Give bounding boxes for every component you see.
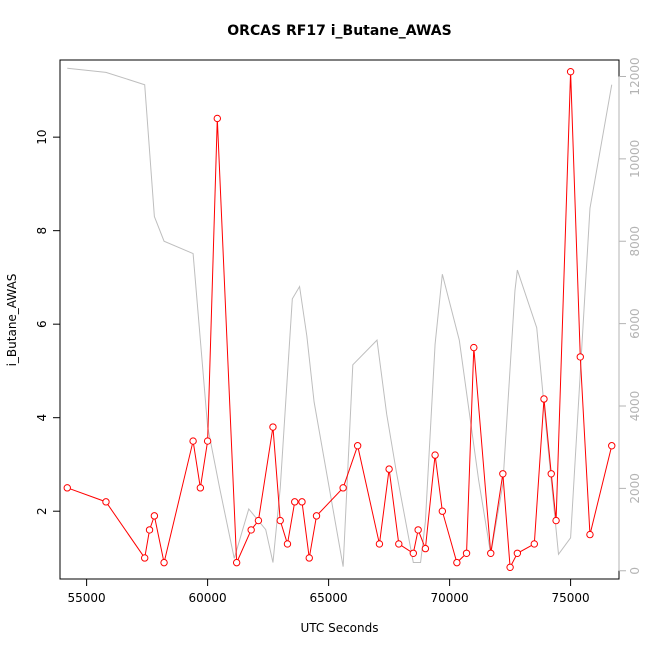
data-point	[312, 512, 321, 520]
y-axis-label: i_Butane_AWAS	[5, 274, 19, 367]
data-point	[254, 516, 263, 525]
data-point	[530, 540, 539, 548]
right-axis-series-line	[67, 67, 613, 567]
right-tick-label: 10000	[628, 140, 642, 178]
data-point	[421, 544, 430, 553]
y-tick-label: 2	[35, 507, 49, 515]
x-tick-label: 70000	[431, 591, 469, 605]
data-point	[547, 470, 555, 478]
data-point	[283, 540, 292, 548]
y-tick-label: 6	[35, 320, 49, 328]
data-point	[189, 437, 197, 445]
data-point	[608, 442, 616, 450]
right-tick-label: 0	[628, 567, 642, 575]
data-point	[431, 451, 439, 459]
right-tick-label: 8000	[628, 226, 642, 257]
data-point	[414, 526, 422, 534]
y-tick-label: 4	[35, 414, 49, 422]
x-axis-label: UTC Seconds	[300, 621, 378, 635]
data-point	[375, 540, 384, 548]
data-point	[576, 353, 584, 361]
right-tick-label: 6000	[628, 308, 642, 339]
data-point	[160, 558, 168, 567]
data-point	[305, 554, 313, 562]
data-point	[150, 512, 159, 520]
data-point	[276, 516, 284, 525]
data-point	[506, 563, 514, 572]
data-point	[470, 343, 478, 352]
y-tick-label: 10	[35, 130, 49, 145]
data-point	[102, 498, 110, 506]
data-point	[453, 558, 461, 567]
data-point	[462, 549, 471, 557]
data-point	[247, 526, 255, 534]
x-tick-label: 75000	[552, 591, 590, 605]
data-point	[552, 516, 560, 525]
data-point	[540, 395, 548, 403]
data-point	[438, 507, 447, 515]
data-point	[63, 484, 71, 492]
data-point	[203, 437, 212, 445]
data-point	[140, 554, 149, 562]
right-tick-label: 4000	[628, 391, 642, 422]
data-point	[269, 423, 277, 431]
right-tick-label: 2000	[628, 473, 642, 504]
right-tick-label: 12000	[628, 57, 642, 95]
chart-title: ORCAS RF17 i_Butane_AWAS	[227, 23, 451, 39]
data-point	[487, 549, 495, 557]
data-point	[291, 498, 299, 506]
data-point	[353, 442, 362, 450]
data-point	[196, 484, 205, 492]
data-point	[339, 484, 347, 492]
data-point	[298, 498, 306, 506]
data-point	[586, 530, 594, 539]
data-point	[395, 540, 403, 548]
x-tick-label: 65000	[310, 591, 348, 605]
x-tick-label: 55000	[68, 591, 106, 605]
data-point	[513, 549, 522, 557]
data-point	[499, 470, 507, 478]
x-tick-label: 60000	[189, 591, 227, 605]
data-point	[213, 114, 221, 123]
y-tick-label: 8	[35, 227, 49, 235]
data-point	[145, 526, 154, 534]
data-point	[409, 549, 418, 557]
plot-area: 55000 60000 65000 70000 75000 2 4 6 8 10 0 2000 4000…	[35, 57, 642, 605]
data-point	[232, 558, 241, 567]
data-point	[385, 465, 393, 473]
data-point	[566, 67, 575, 76]
